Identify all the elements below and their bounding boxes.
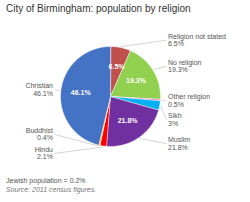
- svg-text:No religion19.3%: No religion19.3%: [168, 59, 202, 73]
- svg-text:Other religion0.5%: Other religion0.5%: [168, 93, 210, 107]
- svg-text:19.3%: 19.3%: [126, 77, 147, 84]
- html-text:Jewish population = 0.2%: Jewish population = 0.2%: [6, 177, 86, 184]
- html-text:Source: 2011 census figures.: Source: 2011 census figures.: [6, 186, 97, 193]
- svg-text:Buddhist0.4%: Buddhist0.4%: [26, 127, 53, 141]
- svg-text:Sikh3%: Sikh3%: [168, 112, 182, 126]
- svg-text:46.1%: 46.1%: [71, 89, 92, 96]
- svg-text:Hindu2.1%: Hindu2.1%: [35, 146, 53, 160]
- svg-text:21.8%: 21.8%: [118, 117, 139, 124]
- svg-text:6.5%: 6.5%: [109, 63, 126, 70]
- svg-text:Religion not stated6.5%: Religion not stated6.5%: [168, 33, 226, 47]
- svg-text:Christian46.1%: Christian46.1%: [25, 82, 53, 96]
- html-text:City of Birmingham: population: City of Birmingham: population by religi…: [6, 3, 191, 14]
- svg-text:Muslim21.8%: Muslim21.8%: [168, 136, 190, 150]
